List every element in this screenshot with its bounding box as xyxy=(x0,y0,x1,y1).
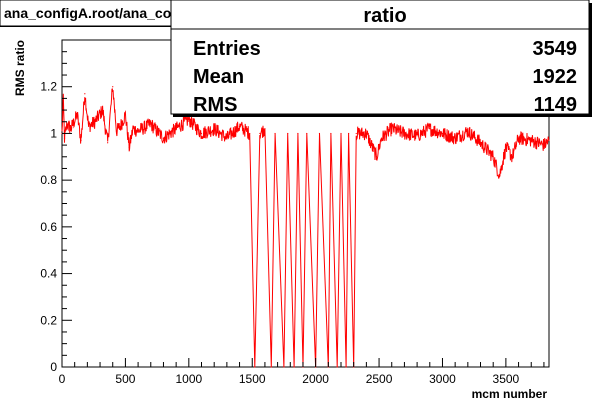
y-tick-label: 0.2 xyxy=(40,313,57,327)
data-point xyxy=(213,128,215,130)
data-point xyxy=(88,125,90,128)
data-point xyxy=(274,132,276,135)
y-tick-label: 0.6 xyxy=(40,220,57,234)
y-axis-label: RMS ratio xyxy=(13,40,27,96)
data-point xyxy=(375,156,378,158)
data-point xyxy=(297,132,299,135)
x-tick-label: 2500 xyxy=(366,372,393,386)
data-point xyxy=(492,156,494,158)
y-tick-label: 0 xyxy=(50,360,57,374)
data-point xyxy=(124,114,127,116)
data-point xyxy=(80,139,82,142)
data-point xyxy=(548,139,550,142)
data-point xyxy=(238,125,241,128)
data-point xyxy=(84,93,86,95)
x-tick-label: 0 xyxy=(59,372,66,386)
data-point xyxy=(416,135,418,137)
data-point xyxy=(188,118,190,121)
data-point xyxy=(441,132,444,135)
data-point xyxy=(340,132,342,135)
data-point xyxy=(70,128,72,130)
data-point xyxy=(112,86,114,88)
data-point xyxy=(348,132,350,135)
stats-label-mean: Mean xyxy=(193,66,244,88)
data-point xyxy=(101,109,104,111)
data-point xyxy=(336,366,338,368)
data-point xyxy=(259,132,261,135)
data-point xyxy=(287,132,289,135)
data-point xyxy=(175,128,177,130)
data-point xyxy=(403,132,406,135)
data-point xyxy=(306,132,308,135)
data-point xyxy=(137,130,139,132)
data-point xyxy=(200,132,203,135)
data-point xyxy=(543,144,545,146)
data-point xyxy=(380,137,383,139)
x-tick-label: 1000 xyxy=(175,372,202,386)
data-point xyxy=(264,128,266,130)
stats-value-mean: 1922 xyxy=(533,66,578,88)
data-point xyxy=(479,142,482,144)
data-point xyxy=(293,366,295,368)
data-point xyxy=(318,132,321,135)
data-point xyxy=(530,139,532,142)
data-point xyxy=(119,125,121,128)
y-tick-label: 1 xyxy=(50,126,57,140)
data-point xyxy=(454,137,456,139)
data-point xyxy=(505,146,507,149)
x-tick-label: 3500 xyxy=(493,372,520,386)
x-tick-label: 1500 xyxy=(239,372,266,386)
data-point xyxy=(76,114,78,116)
data-point xyxy=(517,137,520,139)
data-point xyxy=(330,132,332,135)
data-point xyxy=(66,123,68,125)
data-point xyxy=(249,132,251,135)
data-point xyxy=(132,128,134,130)
data-point xyxy=(107,142,109,144)
x-tick-label: 2000 xyxy=(302,372,329,386)
stats-title: ratio xyxy=(363,5,406,27)
x-tick-label: 500 xyxy=(115,372,135,386)
data-point xyxy=(150,123,152,125)
data-point xyxy=(498,174,501,177)
x-axis-label: mcm number xyxy=(472,387,548,401)
data-point xyxy=(270,366,272,368)
stats-label-rms: RMS xyxy=(193,94,237,116)
x-tick-label: 3000 xyxy=(429,372,456,386)
stats-label-entries: Entries xyxy=(193,38,261,60)
data-point xyxy=(365,132,367,135)
y-tick-label: 0.8 xyxy=(40,173,57,187)
y-tick-label: 1.2 xyxy=(40,80,57,94)
data-point xyxy=(391,128,393,130)
y-tick-label: 0.4 xyxy=(40,267,57,281)
data-point xyxy=(226,137,228,139)
data-point xyxy=(128,146,130,149)
data-point xyxy=(162,137,165,139)
data-point xyxy=(429,128,431,130)
y-axis: 0 0.2 0.4 0.6 0.8 1 1.2 xyxy=(40,39,72,374)
data-point xyxy=(62,100,64,102)
stats-value-entries: 3549 xyxy=(533,38,578,60)
data-point xyxy=(63,137,66,139)
data-point xyxy=(254,366,256,368)
stats-value-rms: 1149 xyxy=(534,94,577,116)
data-point xyxy=(283,366,285,368)
data-point xyxy=(355,132,357,135)
data-point xyxy=(115,130,118,132)
data-point xyxy=(345,366,347,368)
data-point xyxy=(511,156,513,158)
x-axis: 0 500 1000 1500 2000 2500 3000 3500 xyxy=(59,358,545,386)
data-point xyxy=(467,130,469,132)
stats-box: ratio Entries 3549 Mean 1922 RMS 1149 xyxy=(170,0,592,117)
data-point xyxy=(94,121,96,123)
